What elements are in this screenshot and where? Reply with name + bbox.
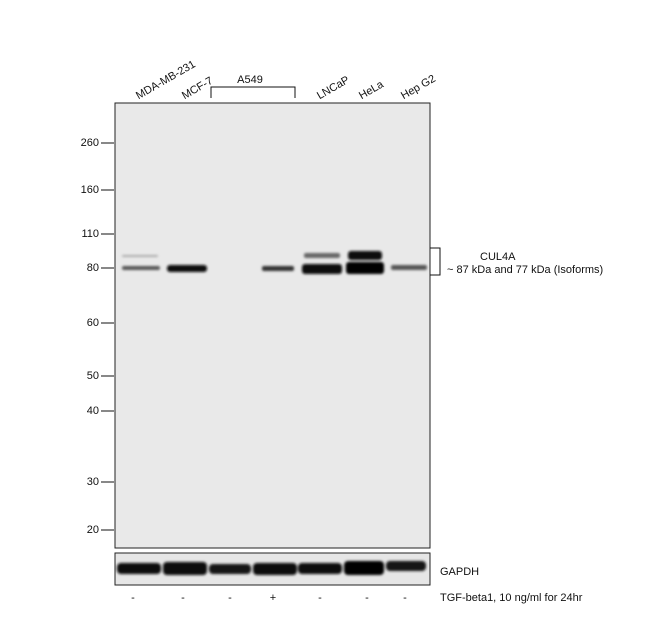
- lane-label: A549: [237, 74, 263, 86]
- band: [386, 561, 426, 571]
- blot-main: [114, 102, 431, 549]
- band: [209, 564, 251, 574]
- treatment-sign: -: [365, 592, 369, 604]
- treatment-sign: -: [318, 592, 322, 604]
- band: [298, 563, 342, 574]
- band: [391, 265, 427, 270]
- band: [167, 265, 207, 272]
- band: [122, 266, 160, 270]
- band: [122, 255, 158, 257]
- treatment-sign: -: [228, 592, 232, 604]
- band: [344, 561, 384, 575]
- band: [163, 562, 207, 575]
- lane-label: LNCaP: [315, 74, 352, 102]
- band: [304, 253, 340, 258]
- marker-label: 60: [87, 317, 99, 329]
- band: [346, 262, 384, 274]
- treatment-sign: -: [403, 592, 407, 604]
- band: [302, 264, 342, 274]
- marker-label: 50: [87, 370, 99, 382]
- marker-label: 20: [87, 524, 99, 536]
- band: [262, 266, 294, 271]
- band: [253, 563, 297, 575]
- band: [117, 563, 161, 574]
- a549-bracket: [210, 86, 296, 98]
- treatment-sign: +: [270, 592, 276, 604]
- lane-label: MCF-7: [180, 75, 215, 102]
- band: [348, 251, 382, 260]
- bands: [117, 251, 427, 575]
- marker-label: 110: [81, 228, 99, 240]
- marker-label: 160: [81, 184, 99, 196]
- marker-label: 260: [81, 137, 99, 149]
- protein-label: CUL4A: [480, 251, 516, 263]
- lane-label: Hep G2: [399, 73, 438, 102]
- size-label: ~ 87 kDa and 77 kDa (Isoforms): [447, 264, 603, 276]
- lane-label: HeLa: [357, 78, 387, 102]
- treatment-label: TGF-beta1, 10 ng/ml for 24hr: [440, 592, 583, 604]
- marker-label: 40: [87, 405, 99, 417]
- marker-label: 80: [87, 262, 99, 274]
- treatment-sign: -: [181, 592, 185, 604]
- treatment-sign: -: [131, 592, 135, 604]
- marker-label: 30: [87, 476, 99, 488]
- loading-control-label: GAPDH: [440, 566, 479, 578]
- size-bracket: [430, 247, 441, 276]
